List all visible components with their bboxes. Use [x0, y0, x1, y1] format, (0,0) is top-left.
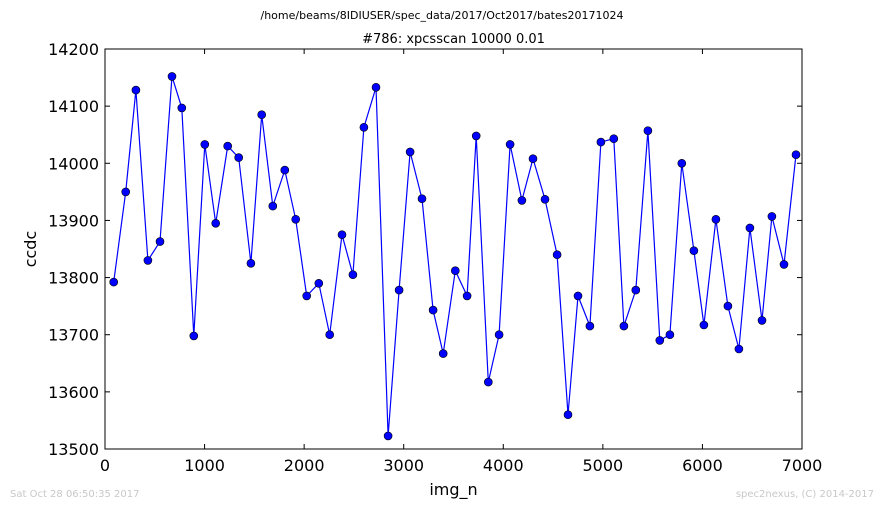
data-point: [471, 131, 481, 141]
footer-credit: spec2nexus, (C) 2014-2017: [735, 489, 874, 500]
data-point: [450, 266, 460, 276]
data-point: [291, 215, 301, 224]
data-point: [200, 140, 210, 149]
data-point: [383, 431, 393, 441]
data-point: [563, 410, 573, 420]
y-tick-label: 13700: [48, 326, 99, 345]
y-tick-label: 14200: [48, 40, 99, 59]
data-point: [494, 330, 504, 340]
data-point: [643, 126, 653, 135]
x-tick-label: 1000: [184, 456, 225, 475]
data-point: [257, 110, 267, 119]
x-tick-label: 0: [100, 456, 110, 475]
data-point: [462, 291, 472, 301]
y-tick-label: 14000: [48, 154, 99, 173]
data-point: [438, 349, 448, 358]
x-tick-label: 7000: [782, 456, 823, 475]
data-point: [155, 237, 165, 246]
data-point: [665, 330, 675, 340]
x-tick-label: 4000: [483, 456, 524, 475]
y-tick-label: 13900: [48, 211, 99, 230]
data-point: [655, 336, 665, 345]
data-point: [302, 291, 312, 301]
data-point: [767, 212, 777, 221]
data-point: [234, 153, 243, 162]
axis-ticks: [104, 48, 803, 450]
data-point: [757, 316, 767, 325]
data-point: [167, 72, 177, 81]
data-point: [348, 270, 358, 280]
data-point: [268, 201, 278, 211]
data-point: [417, 194, 427, 203]
data-point: [791, 150, 801, 159]
data-point: [619, 321, 629, 331]
x-tick-label: 2000: [284, 456, 325, 475]
data-point: [325, 330, 335, 340]
figure-suptitle: /home/beams/8IDIUSER/spec_data/2017/Oct2…: [260, 9, 624, 22]
plot-area-frame: [104, 48, 803, 450]
data-point: [223, 141, 232, 151]
data-point: [585, 321, 595, 331]
chart-title: #786: xpcsscan 10000 0.01: [362, 32, 545, 47]
data-point: [723, 301, 733, 311]
data-point: [517, 196, 527, 205]
x-axis-label: img_n: [429, 480, 477, 500]
x-tick-label: 5000: [582, 456, 623, 475]
data-point: [314, 278, 324, 288]
data-point: [528, 154, 538, 163]
y-tick-label: 14100: [48, 97, 99, 116]
data-point: [121, 187, 130, 197]
data-point: [689, 246, 699, 255]
data-point: [109, 277, 118, 287]
data-point: [779, 260, 789, 269]
data-point: [394, 285, 404, 295]
series-markers: [109, 72, 801, 441]
y-tick-label: 13600: [48, 383, 99, 402]
data-point: [280, 165, 290, 175]
data-point: [211, 219, 220, 228]
axis-tick-labels: 0 1000 2000 3000 4000 5000 6000 7000 13500 13600 1…: [48, 40, 822, 475]
data-point: [405, 147, 415, 157]
data-point: [505, 140, 515, 149]
x-tick-label: 6000: [682, 456, 723, 475]
data-point: [337, 230, 347, 239]
data-point: [177, 103, 187, 113]
y-tick-label: 13800: [48, 269, 99, 288]
data-point: [428, 305, 438, 315]
data-point: [609, 134, 619, 143]
y-axis-label: ccdc: [21, 231, 40, 268]
data-point: [677, 159, 687, 168]
data-point: [573, 291, 583, 301]
data-point: [483, 377, 493, 387]
data-point: [189, 331, 199, 341]
data-point: [711, 215, 721, 224]
data-point: [699, 320, 709, 330]
x-tick-label: 3000: [383, 456, 424, 475]
data-point: [131, 85, 141, 95]
data-point: [745, 223, 755, 233]
data-point: [552, 250, 562, 259]
data-point: [143, 256, 153, 265]
data-point: [596, 137, 606, 147]
footer-timestamp: Sat Oct 28 06:50:35 2017: [10, 489, 140, 500]
y-tick-label: 13500: [48, 440, 99, 459]
data-point: [540, 195, 550, 204]
data-point: [631, 285, 641, 295]
data-point: [246, 258, 256, 268]
data-point: [734, 344, 744, 354]
series-line: [113, 76, 797, 436]
data-point: [371, 83, 381, 92]
data-point: [359, 123, 369, 132]
